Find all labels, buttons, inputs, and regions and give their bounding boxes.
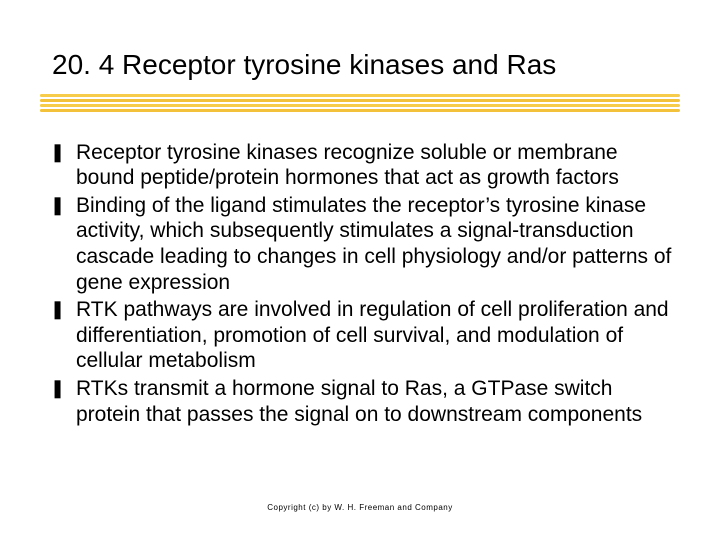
underline-stroke xyxy=(40,99,680,102)
bullet-text: Receptor tyrosine kinases recognize solu… xyxy=(76,141,619,190)
list-item: ❚ Receptor tyrosine kinases recognize so… xyxy=(48,140,672,191)
bullet-text: RTK pathways are involved in regulation … xyxy=(76,298,669,372)
bullet-icon: ❚ xyxy=(50,195,65,217)
list-item: ❚ RTK pathways are involved in regulatio… xyxy=(48,297,672,374)
bullet-icon: ❚ xyxy=(50,378,65,400)
slide: 20. 4 Receptor tyrosine kinases and Ras … xyxy=(0,0,720,540)
slide-title: 20. 4 Receptor tyrosine kinases and Ras xyxy=(52,48,680,82)
bullet-icon: ❚ xyxy=(50,142,65,164)
underline-stroke xyxy=(40,104,680,107)
bullet-text: RTKs transmit a hormone signal to Ras, a… xyxy=(76,377,642,426)
copyright-text: Copyright (c) by W. H. Freeman and Compa… xyxy=(0,503,720,512)
list-item: ❚ Binding of the ligand stimulates the r… xyxy=(48,193,672,295)
bullet-text: Binding of the ligand stimulates the rec… xyxy=(76,194,671,294)
list-item: ❚ RTKs transmit a hormone signal to Ras,… xyxy=(48,376,672,427)
title-underline xyxy=(40,94,680,112)
bullet-icon: ❚ xyxy=(50,299,65,321)
underline-stroke xyxy=(40,109,680,112)
underline-stroke xyxy=(40,94,680,97)
bullet-list: ❚ Receptor tyrosine kinases recognize so… xyxy=(40,140,680,428)
